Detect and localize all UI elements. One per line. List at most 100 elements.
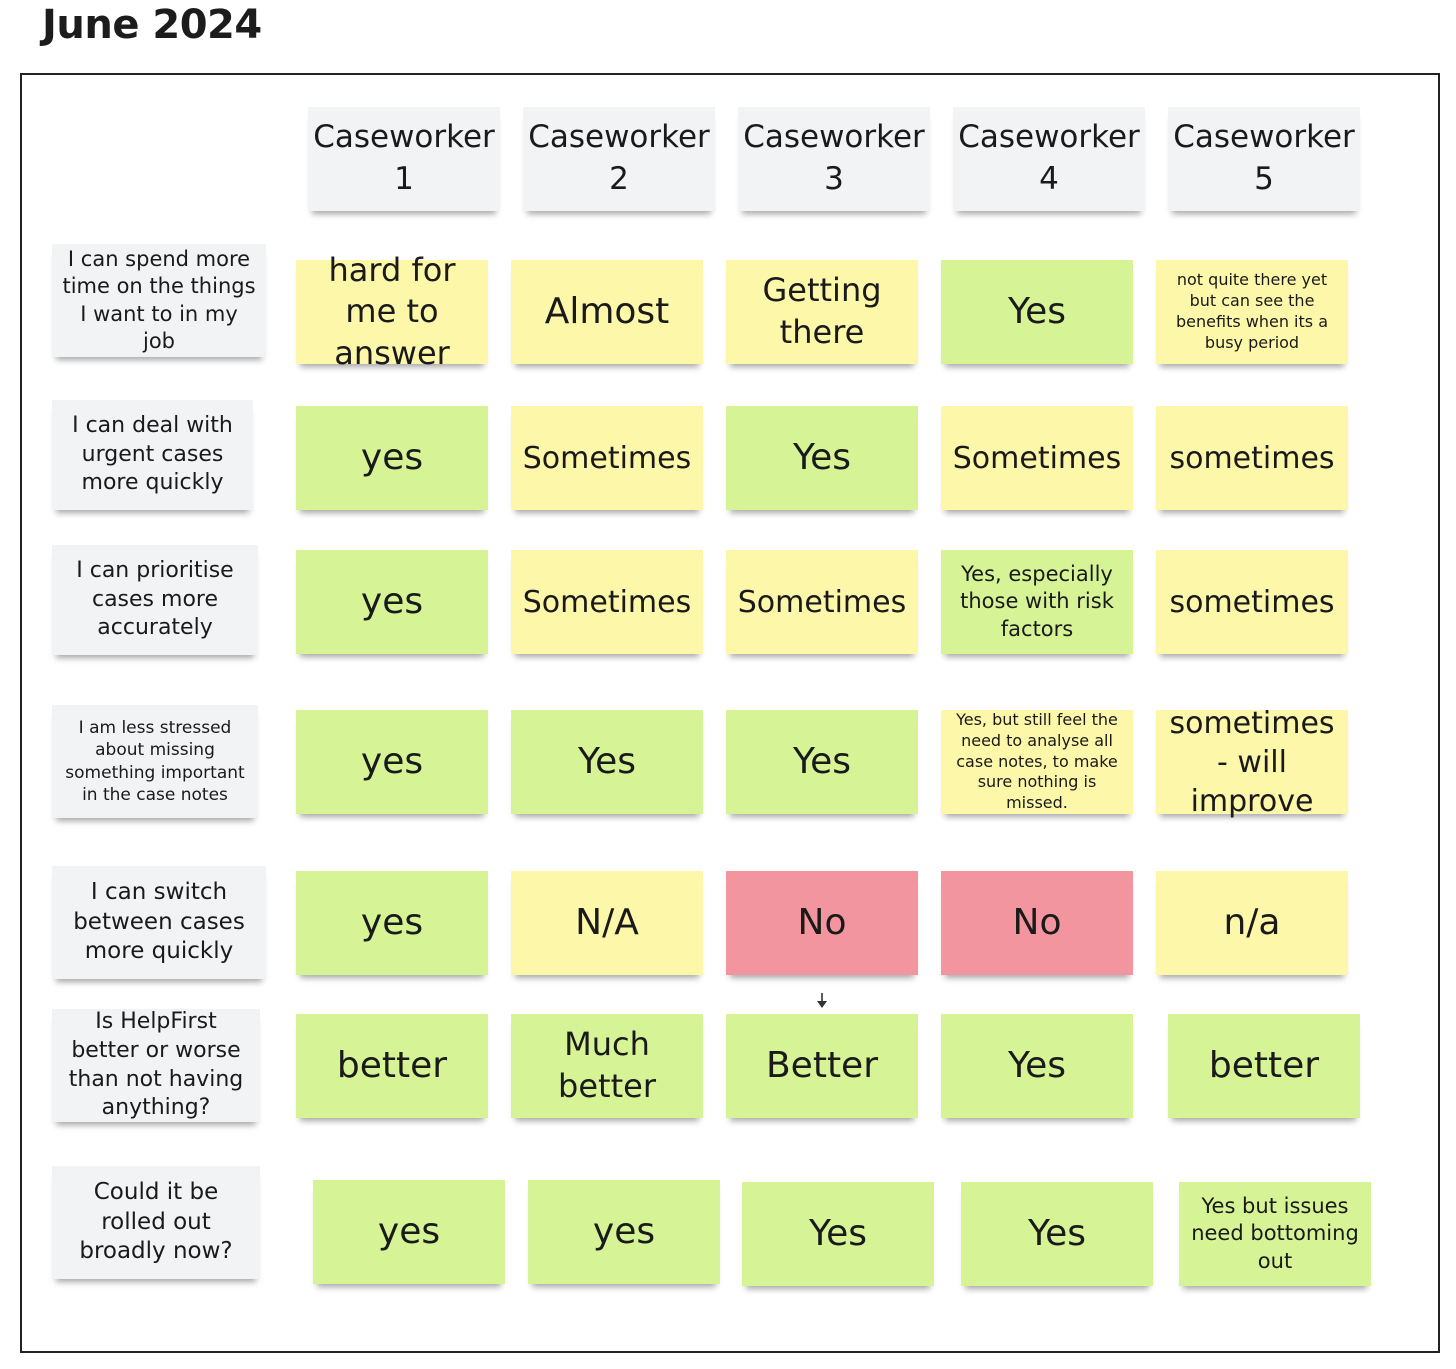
- answer-text: Yes: [792, 436, 852, 478]
- answer-text: No: [797, 901, 847, 943]
- answer-note-r3-c2[interactable]: Sometimes: [511, 550, 703, 654]
- answer-text: Sometimes: [522, 440, 692, 476]
- header-label: Caseworker: [313, 119, 495, 156]
- answer-text: Better: [765, 1044, 879, 1086]
- answer-note-r2-c1[interactable]: yes: [296, 406, 488, 510]
- question-text: I can deal with urgent cases more quickl…: [72, 413, 233, 496]
- row-question-6[interactable]: Is HelpFirst better or worse than not ha…: [52, 1009, 260, 1122]
- column-header-caseworker-4[interactable]: Caseworker 4: [953, 107, 1145, 211]
- answer-text: sometimes - will improve: [1169, 705, 1335, 819]
- answer-text: Yes: [1007, 1044, 1067, 1086]
- answer-note-r5-c2[interactable]: N/A: [511, 871, 703, 975]
- answer-text: not quite there yet but can see the bene…: [1176, 270, 1328, 352]
- answer-text: yes: [377, 1210, 441, 1252]
- answer-text: hard for me to answer: [328, 250, 456, 372]
- answer-text: Yes: [808, 1212, 868, 1254]
- answer-text: sometimes: [1169, 440, 1335, 476]
- answer-note-r6-c1[interactable]: better: [296, 1014, 488, 1118]
- answer-note-r5-c1[interactable]: yes: [296, 871, 488, 975]
- question-text: I can prioritise cases more accurately: [76, 558, 234, 641]
- answer-note-r2-c2[interactable]: Sometimes: [511, 406, 703, 510]
- answer-note-r4-c4[interactable]: Yes, but still feel the need to analyse …: [941, 710, 1133, 814]
- answer-text: Yes: [792, 740, 852, 782]
- answer-text: Yes, especially those with risk factors: [960, 562, 1114, 641]
- answer-note-r2-c3[interactable]: Yes: [726, 406, 918, 510]
- answer-note-r1-c5[interactable]: not quite there yet but can see the bene…: [1156, 260, 1348, 364]
- answer-note-r6-c2[interactable]: Much better: [511, 1014, 703, 1118]
- answer-text: Yes: [577, 740, 637, 782]
- question-text: Is HelpFirst better or worse than not ha…: [68, 1009, 244, 1121]
- question-text: Could it be rolled out broadly now?: [79, 1178, 233, 1265]
- row-question-5[interactable]: I can switch between cases more quickly: [52, 866, 266, 979]
- answer-note-r6-c5[interactable]: better: [1168, 1014, 1360, 1118]
- row-question-4[interactable]: I am less stressed about missing somethi…: [52, 705, 258, 818]
- answer-note-r7-c5[interactable]: Yes but issues need bottoming out: [1179, 1182, 1371, 1286]
- header-number: 3: [824, 161, 844, 197]
- answer-text: No: [1012, 901, 1062, 943]
- answer-note-r5-c3[interactable]: No: [726, 871, 918, 975]
- answer-text: Yes: [1027, 1212, 1087, 1254]
- header-label: Caseworker: [958, 119, 1140, 156]
- answer-note-r4-c2[interactable]: Yes: [511, 710, 703, 814]
- answer-text: better: [336, 1044, 448, 1086]
- header-label: Caseworker: [528, 119, 710, 156]
- answer-text: N/A: [575, 901, 639, 943]
- answer-note-r4-c5[interactable]: sometimes - will improve: [1156, 706, 1348, 819]
- answer-text: yes: [592, 1210, 656, 1252]
- answer-note-r3-c1[interactable]: yes: [296, 550, 488, 654]
- answer-note-r1-c4[interactable]: Yes: [941, 260, 1133, 364]
- header-number: 1: [394, 161, 414, 197]
- question-text: I am less stressed about missing somethi…: [65, 718, 245, 805]
- answer-text: Yes, but still feel the need to analyse …: [956, 710, 1118, 813]
- answer-note-r4-c3[interactable]: Yes: [726, 710, 918, 814]
- page-title: June 2024: [42, 2, 262, 48]
- answer-text: Yes but issues need bottoming out: [1191, 1194, 1359, 1273]
- row-question-2[interactable]: I can deal with urgent cases more quickl…: [52, 400, 253, 510]
- arrow-down-icon: [817, 993, 827, 1008]
- answer-text: n/a: [1223, 901, 1281, 943]
- answer-note-r6-c3[interactable]: Better: [726, 1014, 918, 1118]
- header-label: Caseworker: [1173, 119, 1355, 156]
- answer-text: Much better: [558, 1025, 656, 1105]
- column-header-caseworker-2[interactable]: Caseworker 2: [523, 107, 715, 211]
- row-question-7[interactable]: Could it be rolled out broadly now?: [52, 1166, 260, 1279]
- answer-text: sometimes: [1169, 584, 1335, 620]
- answer-text: yes: [360, 901, 424, 943]
- answer-note-r4-c1[interactable]: yes: [296, 710, 488, 814]
- answer-note-r5-c5[interactable]: n/a: [1156, 871, 1348, 975]
- answer-text: yes: [360, 436, 424, 478]
- answer-note-r1-c3[interactable]: Getting there: [726, 260, 918, 364]
- answer-note-r6-c4[interactable]: Yes: [941, 1014, 1133, 1118]
- row-question-1[interactable]: I can spend more time on the things I wa…: [52, 244, 266, 357]
- header-label: Caseworker: [743, 119, 925, 156]
- answer-note-r7-c4[interactable]: Yes: [961, 1182, 1153, 1286]
- answer-note-r5-c4[interactable]: No: [941, 871, 1133, 975]
- answer-text: Yes: [1007, 290, 1067, 332]
- column-header-caseworker-1[interactable]: Caseworker 1: [308, 107, 500, 211]
- answer-note-r3-c4[interactable]: Yes, especially those with risk factors: [941, 550, 1133, 654]
- answer-note-r3-c5[interactable]: sometimes: [1156, 550, 1348, 654]
- header-number: 5: [1254, 161, 1274, 197]
- answer-text: Getting there: [762, 271, 882, 351]
- column-header-caseworker-5[interactable]: Caseworker 5: [1168, 107, 1360, 211]
- answer-text: yes: [360, 740, 424, 782]
- answer-text: Almost: [544, 290, 670, 332]
- answer-text: yes: [360, 580, 424, 622]
- column-header-caseworker-3[interactable]: Caseworker 3: [738, 107, 930, 211]
- answer-text: better: [1208, 1044, 1320, 1086]
- answer-note-r7-c1[interactable]: yes: [313, 1180, 505, 1284]
- answer-note-r7-c2[interactable]: yes: [528, 1180, 720, 1284]
- header-number: 2: [609, 161, 629, 197]
- answer-note-r2-c4[interactable]: Sometimes: [941, 406, 1133, 510]
- answer-note-r2-c5[interactable]: sometimes: [1156, 406, 1348, 510]
- question-text: I can switch between cases more quickly: [73, 878, 245, 965]
- answer-text: Sometimes: [952, 440, 1122, 476]
- answer-text: Sometimes: [522, 584, 692, 620]
- answer-note-r1-c1[interactable]: hard for me to answer: [296, 251, 488, 372]
- answer-note-r7-c3[interactable]: Yes: [742, 1182, 934, 1286]
- answer-note-r1-c2[interactable]: Almost: [511, 260, 703, 364]
- row-question-3[interactable]: I can prioritise cases more accurately: [52, 545, 258, 655]
- answer-note-r3-c3[interactable]: Sometimes: [726, 550, 918, 654]
- question-text: I can spend more time on the things I wa…: [62, 246, 256, 353]
- header-number: 4: [1039, 161, 1059, 197]
